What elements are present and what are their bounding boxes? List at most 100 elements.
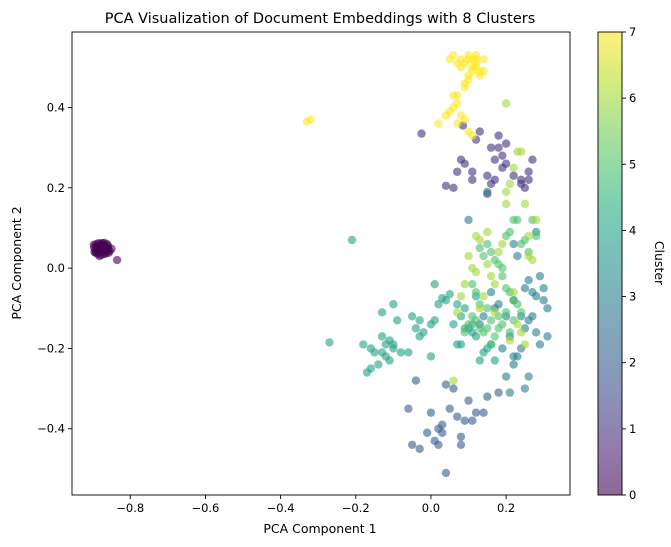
scatter-point-cluster-5 xyxy=(513,215,522,225)
scatter-point-cluster-5 xyxy=(494,324,503,333)
chart-title: PCA Visualization of Document Embeddings… xyxy=(105,11,536,27)
scatter-point-cluster-2 xyxy=(460,416,469,425)
scatter-point-cluster-5 xyxy=(486,316,496,325)
scatter-point-cluster-2 xyxy=(411,376,421,385)
scatter-point-cluster-2 xyxy=(426,408,436,417)
scatter-point-cluster-4 xyxy=(377,332,387,341)
scatter-point-cluster-2 xyxy=(494,388,503,397)
scatter-point-cluster-0 xyxy=(112,255,122,265)
scatter-point-cluster-3 xyxy=(535,340,545,349)
scatter-point-cluster-7 xyxy=(479,55,488,64)
colorbar-tick-label: 0 xyxy=(629,488,636,502)
scatter-point-cluster-5 xyxy=(516,308,526,317)
scatter-point-cluster-7 xyxy=(471,51,481,60)
scatter-point-cluster-3 xyxy=(520,384,530,393)
scatter-point-cluster-3 xyxy=(524,316,533,325)
scatter-point-cluster-6 xyxy=(524,251,533,261)
x-tick-label: −0.8 xyxy=(116,501,144,515)
scatter-point-cluster-5 xyxy=(486,340,496,349)
scatter-point-cluster-2 xyxy=(441,468,451,478)
scatter-point-cluster-4 xyxy=(471,332,481,341)
scatter-point-cluster-5 xyxy=(468,279,477,289)
scatter-point-cluster-1 xyxy=(524,175,533,184)
scatter-point-cluster-5 xyxy=(471,288,481,297)
colorbar-gradient xyxy=(598,32,622,495)
scatter-point-cluster-5 xyxy=(498,271,507,281)
scatter-point-cluster-4 xyxy=(426,352,436,361)
scatter-point-cluster-6 xyxy=(475,304,484,313)
scatter-point-cluster-4 xyxy=(430,316,439,325)
scatter-point-cluster-7 xyxy=(306,115,315,124)
colorbar-ticks: 0 1 2 3 4 5 6 7 xyxy=(622,25,636,502)
scatter-point-cluster-2 xyxy=(441,380,451,389)
colorbar-frame xyxy=(597,31,623,496)
scatter-point-cluster-6 xyxy=(490,308,500,317)
scatter-point-cluster-7 xyxy=(434,119,443,128)
y-tick-label: −0.2 xyxy=(37,341,65,355)
scatter-point-cluster-2 xyxy=(422,428,432,437)
scatter-point-cluster-3 xyxy=(535,271,545,281)
scatter-point-cluster-1 xyxy=(483,171,492,180)
scatter-point-cluster-1 xyxy=(501,159,511,168)
scatter-point-cluster-4 xyxy=(453,300,462,309)
scatter-point-cluster-2 xyxy=(453,412,462,421)
scatter-point-cluster-0 xyxy=(97,239,107,248)
scatter-point-cluster-6 xyxy=(464,251,473,261)
scatter-point-cluster-4 xyxy=(396,348,406,357)
scatter-point-cluster-5 xyxy=(505,227,515,237)
scatter-point-cluster-6 xyxy=(471,267,481,277)
x-tick-label: −0.6 xyxy=(191,501,219,515)
scatter-point-cluster-3 xyxy=(486,288,496,297)
scatter-point-cluster-7 xyxy=(464,51,473,60)
scatter-point-cluster-1 xyxy=(468,175,477,184)
scatter-point-cluster-4 xyxy=(407,312,417,321)
colorbar-tick-label: 2 xyxy=(629,356,636,370)
scatter-point-cluster-4 xyxy=(347,235,357,245)
scatter-point-cluster-5 xyxy=(475,324,484,333)
scatter-point-cluster-2 xyxy=(415,444,424,454)
scatter-point-cluster-7 xyxy=(475,71,484,80)
scatter-point-cluster-6 xyxy=(498,239,507,249)
scatter-point-cluster-6 xyxy=(501,99,511,108)
x-tick-label: 0.2 xyxy=(497,501,515,515)
scatter-point-cluster-6 xyxy=(524,231,533,241)
scatter-point-cluster-1 xyxy=(449,183,458,193)
scatter-point-cluster-1 xyxy=(486,143,496,152)
scatter-point-cluster-2 xyxy=(434,440,443,450)
scatter-point-cluster-0 xyxy=(107,244,116,254)
x-tick-label: −0.2 xyxy=(342,501,370,515)
x-axis-ticks: −0.8 −0.6 −0.4 −0.2 0.0 0.2 xyxy=(116,495,515,515)
scatter-point-cluster-6 xyxy=(505,336,515,345)
scatter-point-cluster-7 xyxy=(441,111,451,120)
scatter-point-cluster-7 xyxy=(449,51,458,60)
scatter-point-cluster-1 xyxy=(528,155,537,164)
scatter-point-cluster-3 xyxy=(509,239,518,249)
scatter-point-cluster-2 xyxy=(407,440,417,450)
scatter-point-cluster-1 xyxy=(490,175,500,184)
scatter-point-cluster-3 xyxy=(539,283,548,293)
scatter-point-cluster-6 xyxy=(516,328,526,337)
scatter-point-cluster-4 xyxy=(415,316,424,325)
y-tick-label: −0.4 xyxy=(37,422,65,436)
y-axis-ticks: −0.4 −0.2 0.0 0.2 0.4 xyxy=(37,100,72,436)
y-tick-label: 0.0 xyxy=(47,261,65,275)
scatter-point-cluster-3 xyxy=(528,288,537,297)
scatter-point-cluster-1 xyxy=(490,155,500,164)
scatter-point-cluster-7 xyxy=(471,59,481,68)
scatter-point-cluster-1 xyxy=(441,181,451,190)
scatter-point-cluster-1 xyxy=(494,143,503,152)
scatter-point-cluster-3 xyxy=(524,275,533,285)
scatter-point-cluster-6 xyxy=(520,199,530,209)
scatter-point-cluster-7 xyxy=(460,83,469,92)
scatter-point-cluster-2 xyxy=(464,396,473,405)
x-tick-label: −0.4 xyxy=(267,501,295,515)
scatter-point-cluster-2 xyxy=(456,432,466,441)
colorbar-tick-label: 1 xyxy=(629,422,636,436)
scatter-point-cluster-6 xyxy=(531,215,541,225)
scatter-point-cluster-6 xyxy=(483,227,492,237)
scatter-point-cluster-5 xyxy=(479,251,488,261)
scatter-point-cluster-1 xyxy=(475,127,484,136)
scatter-point-cluster-2 xyxy=(449,384,458,393)
scatter-point-cluster-3 xyxy=(531,328,541,337)
